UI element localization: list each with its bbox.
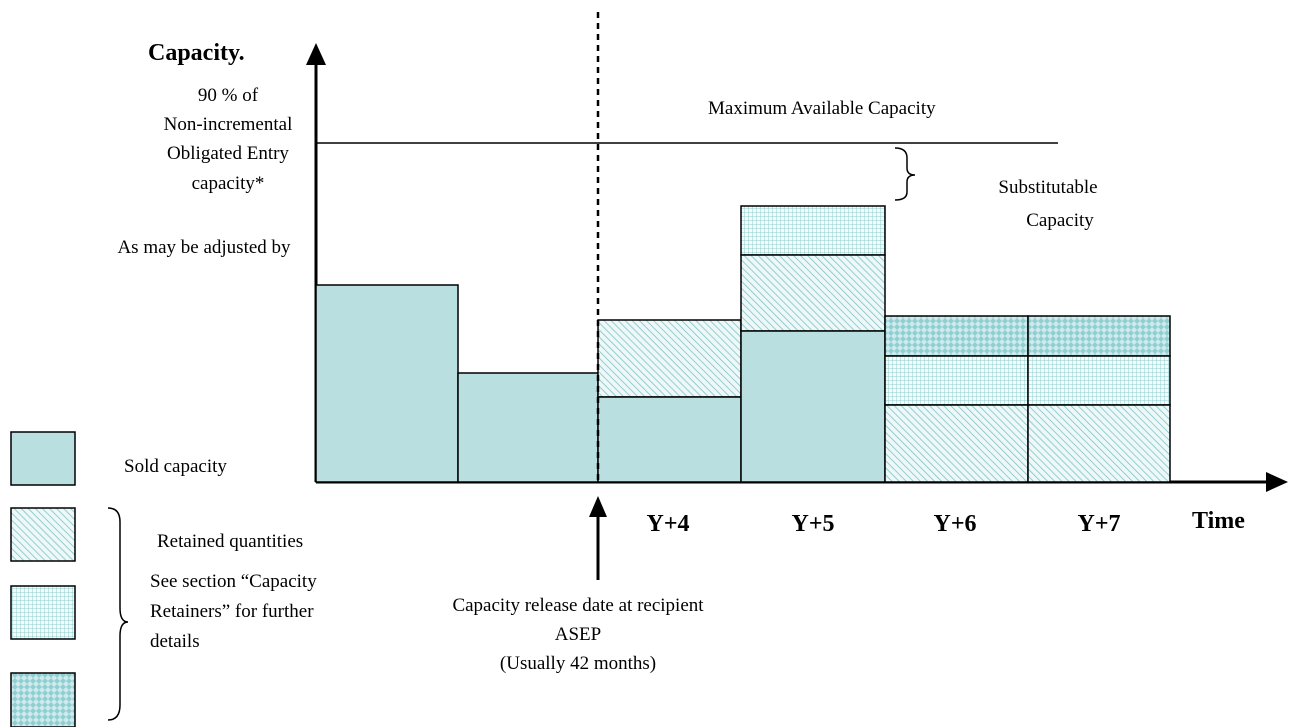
legend-brace (107, 507, 129, 721)
y-axis-arrowhead (306, 43, 326, 65)
bar-y7-retained-diag (1027, 404, 1171, 483)
y-axis-label: Capacity. (148, 40, 245, 66)
release-label-line-3: (Usually 42 months) (500, 653, 656, 674)
bar-y5-retained-diag (740, 254, 886, 332)
year-label-y4: Y+4 (646, 511, 689, 537)
legend-see-section-line-1: See section “Capacity (150, 571, 317, 592)
legend-see-section-line-2: Retainers” for further (150, 601, 314, 622)
x-axis-label: Time (1192, 508, 1245, 534)
legend-retained-label: Retained quantities (157, 531, 303, 552)
year-label-y5: Y+5 (791, 511, 834, 537)
legend-see-section-line-3: details (150, 631, 200, 652)
legend-swatch-retained-diag (10, 507, 76, 562)
bar-y7-retained-dots (1027, 315, 1171, 357)
bar-y6-retained-dots (884, 315, 1029, 357)
legend-swatch-retained-dots (10, 672, 76, 727)
x-axis-arrowhead (1266, 472, 1288, 492)
y-annotation-line-3: Obligated Entry (167, 143, 289, 164)
legend-swatch-sold (10, 431, 76, 486)
year-label-y6: Y+6 (933, 511, 976, 537)
y-annotation-line-4: capacity* (192, 173, 265, 194)
release-label-line-2: ASEP (555, 624, 601, 645)
substitutable-brace (894, 147, 916, 201)
bar-y6-retained-grid (884, 355, 1029, 406)
y-annotation-line-1: 90 % of (198, 85, 259, 106)
legend-swatch-retained-grid (10, 585, 76, 640)
bar-y5-retained-grid (740, 205, 886, 256)
bar-2-sold (457, 372, 599, 483)
release-date-arrowhead (589, 496, 607, 517)
bar-y4-sold (597, 396, 742, 483)
substitutable-label-line-2: Capacity (1026, 210, 1094, 231)
bar-y4-retained (597, 319, 742, 398)
release-label-line-1: Capacity release date at recipient (452, 595, 704, 616)
bar-1-sold (315, 284, 459, 483)
bar-y6-retained-diag (884, 404, 1029, 483)
y-annotation-line-2: Non-incremental (164, 114, 293, 135)
year-label-y7: Y+7 (1077, 511, 1120, 537)
maximum-capacity-label: Maximum Available Capacity (708, 98, 936, 119)
bar-y7-retained-grid (1027, 355, 1171, 406)
bar-y5-sold (740, 330, 886, 483)
substitutable-label-line-1: Substitutable (998, 177, 1097, 198)
y-annotation-line-5: As may be adjusted by (117, 237, 291, 258)
legend-sold-label: Sold capacity (124, 456, 227, 477)
